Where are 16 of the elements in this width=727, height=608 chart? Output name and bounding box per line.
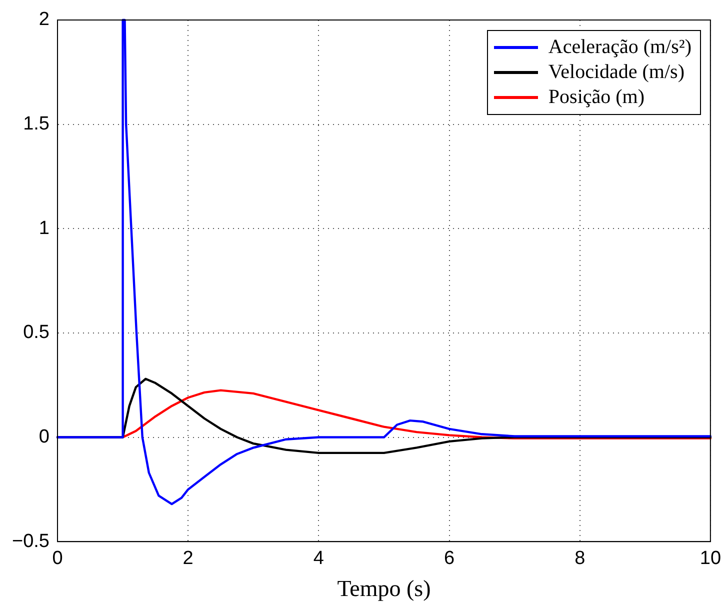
x-tick-label: 4 xyxy=(313,548,324,570)
y-tick-label: 2 xyxy=(38,9,50,30)
y-tick-label: 0.5 xyxy=(23,322,50,344)
y-tick-label: 1 xyxy=(38,218,50,239)
x-tick-label: 6 xyxy=(444,548,455,570)
y-tick-label: −0.5 xyxy=(12,530,50,552)
x-tick-label: 8 xyxy=(574,548,586,570)
y-tick-label: 1.5 xyxy=(23,114,50,135)
legend-label: Velocidade (m/s) xyxy=(548,61,684,84)
x-axis-title: Tempo (s) xyxy=(337,576,431,602)
legend-label: Posição (m) xyxy=(548,86,645,109)
x-tick-label: 2 xyxy=(182,548,194,570)
y-tick-label: 0 xyxy=(38,426,50,448)
legend-label: Aceleração (m/s²) xyxy=(548,36,692,59)
x-tick-label: 10 xyxy=(700,548,722,570)
x-tick-label: 0 xyxy=(52,548,63,570)
